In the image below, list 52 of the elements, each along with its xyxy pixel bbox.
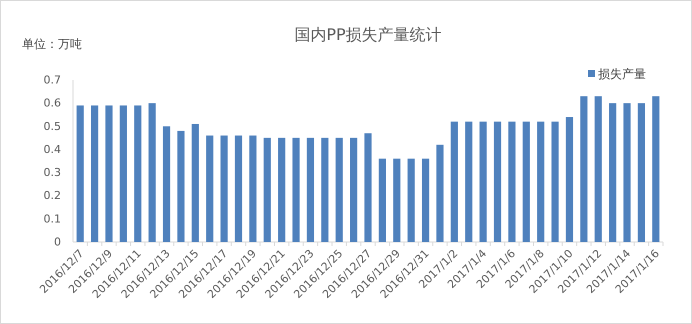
- legend-label: 损失产量: [598, 67, 646, 81]
- y-tick-label: 0.5: [44, 120, 61, 133]
- bar: [234, 136, 242, 242]
- bar: [192, 124, 199, 242]
- bar: [264, 138, 271, 242]
- bar: [76, 105, 84, 242]
- bar: [120, 105, 127, 242]
- bar: [609, 103, 616, 242]
- bar: [90, 105, 98, 242]
- bar: [321, 138, 328, 242]
- bar: [638, 103, 646, 242]
- y-tick-label: 0: [54, 236, 61, 248]
- y-tick-label: 0.7: [44, 74, 61, 86]
- bar: [465, 122, 472, 242]
- bar: [220, 136, 228, 242]
- bar: [494, 122, 502, 242]
- bar: [105, 105, 113, 242]
- bar: [336, 138, 343, 242]
- bar: [177, 130, 185, 242]
- bar: [148, 103, 156, 242]
- bar: [408, 158, 415, 242]
- y-axis-title: 单位：万吨: [22, 37, 82, 51]
- bar: [480, 122, 487, 242]
- bar: [551, 122, 559, 242]
- bar: [378, 158, 386, 242]
- y-tick-label: 0.6: [44, 96, 61, 110]
- y-tick-label: 0.4: [44, 142, 61, 156]
- bar: [566, 117, 574, 242]
- bar: [350, 138, 358, 242]
- y-tick-label: 0.2: [44, 189, 61, 202]
- bar: [508, 122, 516, 242]
- bar: [364, 133, 372, 242]
- bar: [623, 103, 631, 242]
- bar: [292, 138, 300, 242]
- bar: [422, 158, 430, 242]
- bar: [652, 96, 660, 242]
- bar: [162, 126, 170, 242]
- bar: [134, 105, 142, 242]
- bar: [580, 96, 588, 242]
- y-tick-label: 0.1: [44, 212, 61, 226]
- bar: [594, 96, 602, 242]
- bar: [537, 122, 544, 242]
- bar: [436, 144, 444, 242]
- bar: [249, 136, 256, 242]
- bar: [306, 138, 314, 242]
- bar: [206, 136, 214, 242]
- bar: [450, 122, 458, 242]
- bar: [393, 158, 400, 242]
- y-tick-label: 0.3: [44, 166, 61, 180]
- bar: [278, 138, 286, 242]
- chart-title: 国内PP损失产量统计: [294, 25, 442, 44]
- bar: [522, 122, 530, 242]
